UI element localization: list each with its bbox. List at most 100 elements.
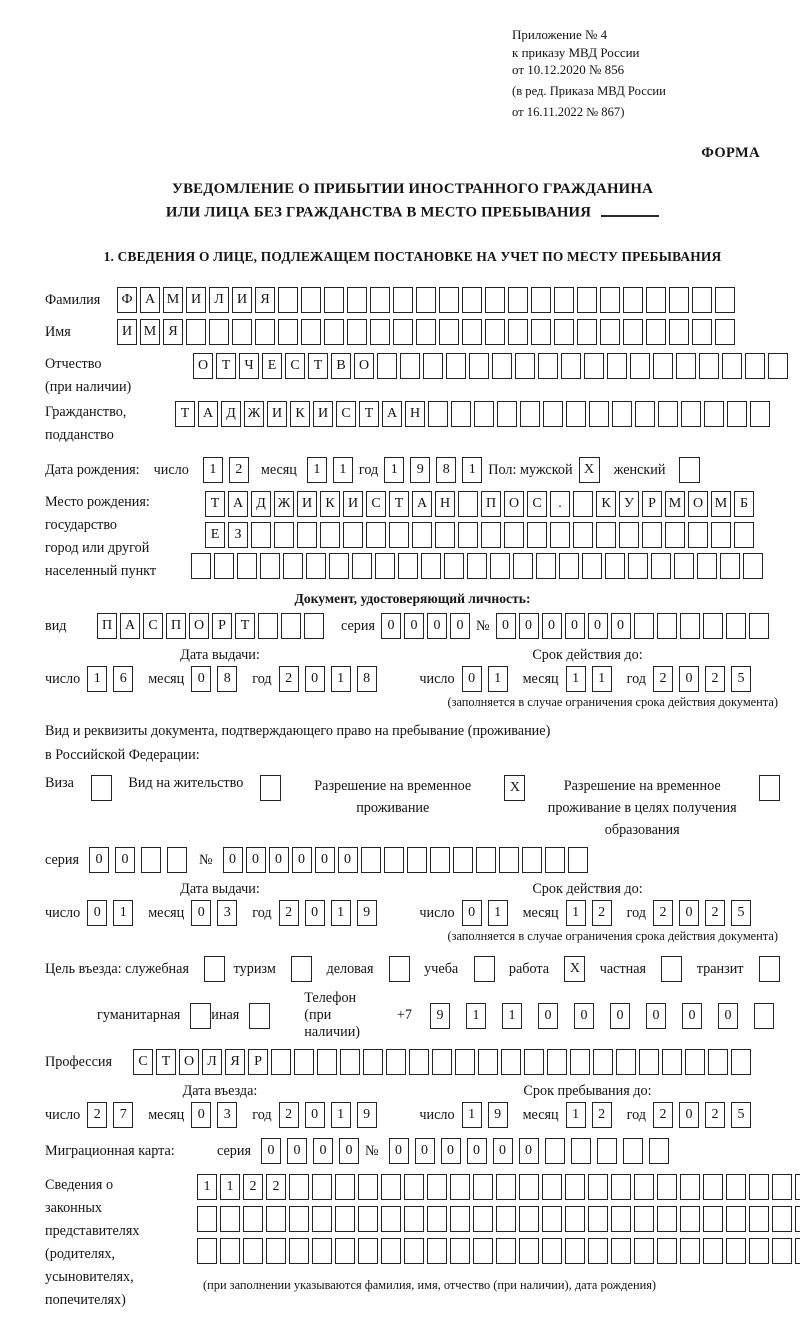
purpose-checkbox-1[interactable] [388, 956, 410, 983]
char-cell[interactable] [289, 1238, 309, 1265]
char-cell[interactable] [588, 1206, 608, 1233]
char-cell[interactable] [749, 1206, 769, 1233]
char-cell[interactable] [711, 522, 731, 549]
char-cell[interactable]: 0 [718, 1002, 738, 1029]
char-cell[interactable]: 0 [538, 1002, 558, 1029]
char-cell[interactable]: 0 [679, 666, 699, 693]
char-cell[interactable]: 0 [679, 1102, 699, 1129]
char-cell[interactable] [725, 613, 746, 640]
char-cell[interactable] [680, 1238, 700, 1265]
char-cell[interactable]: И [297, 491, 317, 518]
char-cell[interactable] [467, 553, 487, 580]
char-cell[interactable]: Т [359, 401, 379, 428]
char-cell[interactable] [329, 553, 349, 580]
char-cell[interactable]: 9 [356, 1102, 377, 1129]
char-cell[interactable] [398, 553, 418, 580]
char-cell[interactable]: 1 [461, 1102, 482, 1129]
char-cell[interactable]: 0 [682, 1002, 702, 1029]
char-cell[interactable] [515, 353, 535, 380]
char-cell[interactable] [651, 553, 671, 580]
char-cell[interactable] [639, 1049, 659, 1076]
char-cell[interactable] [439, 287, 459, 314]
purpose-business-checkbox[interactable] [204, 956, 226, 983]
char-cell[interactable] [220, 1206, 240, 1233]
char-cell[interactable] [703, 1174, 723, 1201]
char-cell[interactable]: Е [262, 353, 282, 380]
char-cell[interactable]: П [166, 613, 186, 640]
char-cell[interactable]: 1 [113, 900, 134, 927]
char-cell[interactable]: 0 [564, 613, 585, 640]
char-cell[interactable] [381, 1174, 401, 1201]
char-cell[interactable] [519, 1238, 539, 1265]
char-cell[interactable]: . [550, 491, 570, 518]
char-cell[interactable] [381, 1206, 401, 1233]
char-cell[interactable]: Д [251, 491, 271, 518]
char-cell[interactable]: 0 [337, 847, 358, 874]
char-cell[interactable] [611, 1174, 631, 1201]
birth-place-cells-3[interactable] [191, 553, 766, 580]
char-cell[interactable] [469, 353, 489, 380]
char-cell[interactable] [743, 553, 763, 580]
char-cell[interactable] [692, 287, 712, 314]
char-cell[interactable]: 2 [653, 666, 673, 693]
char-cell[interactable]: 1 [565, 900, 586, 927]
purpose-checkbox-0[interactable] [291, 956, 313, 983]
char-cell[interactable]: 0 [461, 900, 482, 927]
char-cell[interactable]: О [354, 353, 374, 380]
char-cell[interactable]: 2 [87, 1102, 108, 1129]
char-cell[interactable] [278, 319, 298, 346]
char-cell[interactable]: 1 [591, 666, 612, 693]
purpose-checkbox-4[interactable] [661, 956, 683, 983]
char-cell[interactable] [565, 1238, 585, 1265]
char-cell[interactable] [795, 1238, 800, 1265]
char-cell[interactable] [648, 1138, 669, 1165]
char-cell[interactable]: Ч [239, 353, 259, 380]
char-cell[interactable] [421, 553, 441, 580]
char-cell[interactable] [429, 847, 450, 874]
char-cell[interactable]: 0 [518, 613, 539, 640]
char-cell[interactable] [435, 522, 455, 549]
char-cell[interactable]: 2 [243, 1174, 263, 1201]
char-cell[interactable]: 0 [388, 1138, 409, 1165]
char-cell[interactable] [294, 1049, 314, 1076]
char-cell[interactable]: 1 [330, 1102, 351, 1129]
char-cell[interactable] [702, 613, 723, 640]
char-cell[interactable] [186, 319, 206, 346]
char-cell[interactable] [306, 553, 326, 580]
char-cell[interactable]: М [140, 319, 160, 346]
char-cell[interactable] [570, 1138, 591, 1165]
char-cell[interactable] [266, 1238, 286, 1265]
char-cell[interactable]: И [117, 319, 137, 346]
char-cell[interactable] [665, 522, 685, 549]
char-cell[interactable] [289, 1206, 309, 1233]
char-cell[interactable] [519, 1174, 539, 1201]
char-cell[interactable]: О [688, 491, 708, 518]
char-cell[interactable]: М [711, 491, 731, 518]
char-cell[interactable]: 2 [705, 666, 725, 693]
char-cell[interactable] [531, 287, 551, 314]
char-cell[interactable]: 8 [436, 457, 457, 484]
char-cell[interactable] [656, 613, 677, 640]
char-cell[interactable]: 0 [191, 900, 212, 927]
char-cell[interactable]: С [527, 491, 547, 518]
char-cell[interactable] [715, 287, 735, 314]
char-cell[interactable] [685, 1049, 705, 1076]
char-cell[interactable] [703, 1206, 723, 1233]
char-cell[interactable] [605, 553, 625, 580]
char-cell[interactable] [544, 1138, 565, 1165]
char-cell[interactable] [680, 1174, 700, 1201]
char-cell[interactable]: Ф [117, 287, 137, 314]
char-cell[interactable]: 2 [278, 1102, 299, 1129]
char-cell[interactable] [274, 522, 294, 549]
char-cell[interactable] [360, 847, 381, 874]
char-cell[interactable]: А [228, 491, 248, 518]
char-cell[interactable]: С [285, 353, 305, 380]
char-cell[interactable]: 0 [291, 847, 312, 874]
